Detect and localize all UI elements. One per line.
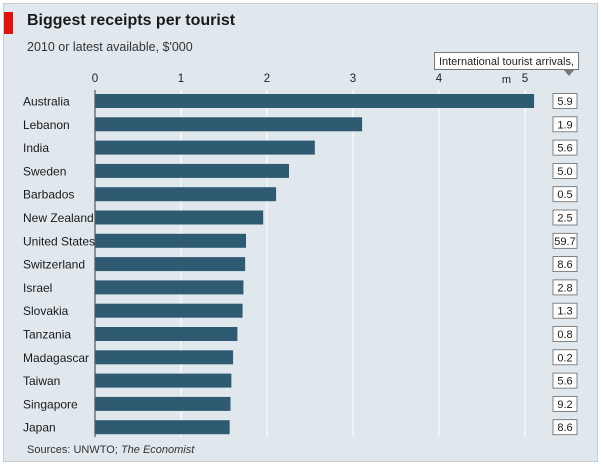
- bar: [95, 140, 315, 155]
- arrivals-value: 5.6: [557, 376, 572, 388]
- arrivals-value: 0.2: [557, 352, 572, 364]
- bar: [95, 350, 234, 365]
- category-label: Taiwan: [23, 374, 60, 388]
- x-tick-label: 2: [264, 73, 270, 85]
- category-label: United States: [23, 234, 95, 248]
- arrivals-value: 8.6: [557, 259, 572, 271]
- bar: [95, 163, 289, 178]
- category-label: Singapore: [23, 397, 78, 411]
- arrivals-box: [552, 209, 578, 226]
- bar: [95, 396, 231, 411]
- arrivals-value: 2.8: [557, 282, 572, 294]
- category-label: Israel: [23, 281, 52, 295]
- bar: [95, 280, 244, 295]
- arrivals-box: [552, 326, 578, 342]
- category-label: Madagascar: [23, 351, 89, 365]
- x-tick-label: 4: [436, 73, 443, 85]
- x-tick-label: 1: [178, 73, 184, 85]
- bar: [95, 303, 243, 318]
- arrivals-box: [552, 93, 578, 109]
- arrivals-box: [552, 139, 578, 156]
- bar: [95, 257, 246, 272]
- category-label: Japan: [23, 421, 56, 435]
- chart-source: Sources: UNWTO; The Economist: [27, 444, 194, 456]
- arrivals-value: 0.8: [557, 329, 572, 341]
- arrivals-value: 1.3: [557, 306, 572, 318]
- arrivals-box: [552, 116, 578, 133]
- arrivals-box: [552, 349, 578, 366]
- arrivals-value: 0.5: [557, 189, 572, 201]
- bar: [95, 420, 230, 435]
- arrivals-box: [552, 419, 578, 436]
- category-label: Sweden: [23, 164, 66, 178]
- bar: [95, 233, 246, 248]
- arrivals-value: 5.0: [557, 166, 572, 178]
- chart-title: Biggest receipts per tourist: [27, 12, 236, 29]
- arrivals-value: 8.6: [557, 422, 572, 434]
- category-label: Barbados: [23, 188, 74, 202]
- arrivals-value: 1.9: [557, 119, 572, 131]
- arrivals-box: [552, 256, 578, 273]
- category-label: New Zealand: [23, 211, 94, 225]
- category-label: Tanzania: [23, 328, 71, 342]
- arrivals-box: [552, 232, 578, 249]
- source-prefix: Sources: UNWTO;: [27, 444, 121, 456]
- arrivals-value: 9.2: [557, 399, 572, 411]
- x-tick-label: 5: [522, 73, 528, 85]
- x-tick-label: 0: [92, 73, 98, 85]
- arrivals-value: 5.6: [557, 143, 572, 155]
- bar: [95, 187, 277, 202]
- brand-accent-mark: [4, 12, 13, 34]
- bar: [95, 117, 363, 132]
- bar: [95, 327, 238, 341]
- source-publication: The Economist: [120, 444, 195, 456]
- arrivals-box: [552, 279, 578, 296]
- arrivals-column-header: International tourist arrivals, m: [434, 52, 579, 86]
- chart-subtitle: 2010 or latest available, $'000: [27, 40, 193, 54]
- arrivals-value: 5.9: [557, 96, 572, 108]
- arrivals-box: [552, 302, 578, 319]
- category-label: India: [23, 141, 49, 155]
- bar: [95, 94, 535, 108]
- bar: [95, 210, 264, 225]
- arrivals-value: 59.7: [554, 236, 575, 248]
- x-tick-label: 3: [350, 73, 356, 85]
- category-label: Lebanon: [23, 118, 70, 132]
- arrivals-box: [552, 395, 578, 412]
- arrivals-box: [552, 162, 578, 179]
- category-label: Switzerland: [23, 258, 85, 272]
- arrivals-box: [552, 186, 578, 203]
- category-label: Slovakia: [23, 304, 69, 318]
- category-label: Australia: [23, 95, 70, 109]
- arrivals-box: [552, 372, 578, 389]
- arrivals-value: 2.5: [557, 213, 572, 225]
- bar: [95, 373, 232, 388]
